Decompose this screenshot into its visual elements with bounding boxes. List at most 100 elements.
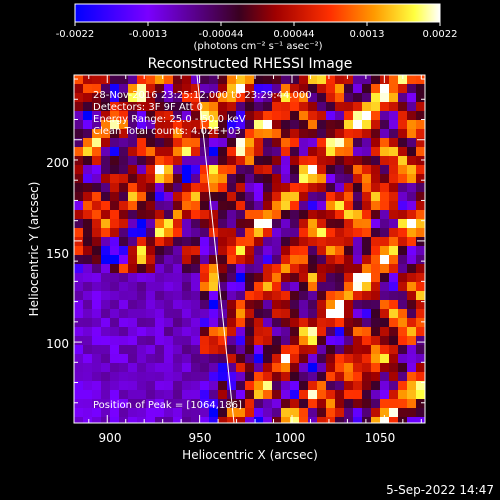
- heatmap-cell: [182, 264, 192, 274]
- heatmap-cell: [209, 300, 219, 310]
- heatmap-cell: [173, 390, 183, 400]
- heatmap-cell: [290, 399, 300, 409]
- heatmap-cell: [128, 273, 138, 283]
- heatmap-cell: [398, 327, 408, 337]
- heatmap-cell: [281, 336, 291, 346]
- heatmap-cell: [101, 84, 111, 94]
- heatmap-cell: [389, 156, 399, 166]
- heatmap-cell: [209, 408, 219, 418]
- heatmap-cell: [335, 111, 345, 121]
- heatmap-cell: [236, 165, 246, 175]
- annotation-time-range: 28-Nov-2016 23:25:12.000 to 23:29:44.000: [93, 90, 312, 101]
- heatmap-cell: [209, 327, 219, 337]
- heatmap-cell: [209, 282, 219, 292]
- heatmap-cell: [227, 93, 237, 103]
- heatmap-cell: [173, 138, 183, 148]
- heatmap-cell: [128, 192, 138, 202]
- heatmap-cell: [407, 381, 417, 391]
- heatmap-cell: [416, 381, 425, 391]
- heatmap-cell: [191, 399, 201, 409]
- heatmap-cell: [299, 264, 309, 274]
- heatmap-cell: [191, 192, 201, 202]
- heatmap-cell: [335, 327, 345, 337]
- heatmap-cell: [281, 183, 291, 193]
- heatmap-cell: [416, 210, 425, 220]
- heatmap-cell: [398, 156, 408, 166]
- heatmap-cell: [380, 210, 390, 220]
- heatmap-cell: [335, 102, 345, 112]
- heatmap-cell: [236, 327, 246, 337]
- heatmap-cell: [191, 147, 201, 157]
- heatmap-cell: [290, 120, 300, 130]
- heatmap-cell: [110, 111, 120, 121]
- heatmap-cell: [254, 264, 264, 274]
- heatmap-cell: [317, 327, 327, 337]
- heatmap-cell: [110, 237, 120, 247]
- heatmap-cell: [344, 84, 354, 94]
- heatmap-cell: [137, 210, 147, 220]
- heatmap-cell: [371, 390, 381, 400]
- heatmap-cell: [74, 111, 84, 121]
- heatmap-cell: [272, 138, 282, 148]
- heatmap-cell: [263, 93, 273, 103]
- heatmap-cell: [245, 156, 255, 166]
- heatmap-cell: [398, 102, 408, 112]
- heatmap-cell: [74, 336, 84, 346]
- heatmap-cell: [191, 309, 201, 319]
- heatmap-cell: [200, 327, 210, 337]
- heatmap-cell: [389, 111, 399, 121]
- heatmap-cell: [182, 111, 192, 121]
- heatmap-cell: [290, 192, 300, 202]
- heatmap-cell: [272, 345, 282, 355]
- heatmap-cell: [218, 192, 228, 202]
- heatmap-cell: [290, 363, 300, 373]
- heatmap-cell: [344, 129, 354, 139]
- heatmap-cell: [326, 309, 336, 319]
- heatmap-cell: [119, 291, 129, 301]
- heatmap-cell: [128, 282, 138, 292]
- heatmap-cell: [245, 354, 255, 364]
- heatmap-cell: [290, 318, 300, 328]
- heatmap-cell: [371, 327, 381, 337]
- heatmap-cell: [218, 363, 228, 373]
- heatmap-cell: [164, 399, 174, 409]
- heatmap-cell: [308, 300, 318, 310]
- heatmap-cell: [362, 201, 372, 211]
- heatmap-cell: [416, 246, 425, 256]
- heatmap-cell: [380, 219, 390, 229]
- heatmap-cell: [362, 75, 372, 85]
- heatmap-cell: [245, 210, 255, 220]
- heatmap-cell: [128, 381, 138, 391]
- heatmap-cell: [389, 381, 399, 391]
- heatmap-cell: [416, 120, 425, 130]
- heatmap-cell: [344, 363, 354, 373]
- heatmap-cell: [173, 147, 183, 157]
- heatmap-cell: [83, 264, 93, 274]
- heatmap-cell: [92, 282, 102, 292]
- heatmap-cell: [101, 201, 111, 211]
- heatmap-cell: [227, 417, 237, 423]
- heatmap-cell: [254, 192, 264, 202]
- heatmap-cell: [380, 300, 390, 310]
- heatmap-cell: [362, 111, 372, 121]
- heatmap-cell: [317, 309, 327, 319]
- heatmap-cell: [83, 111, 93, 121]
- heatmap-cell: [146, 174, 156, 184]
- heatmap-cell: [335, 120, 345, 130]
- heatmap-cell: [371, 111, 381, 121]
- heatmap-cell: [218, 102, 228, 112]
- heatmap-cell: [344, 309, 354, 319]
- heatmap-cell: [119, 255, 129, 265]
- heatmap-cell: [110, 147, 120, 157]
- heatmap-cell: [74, 156, 84, 166]
- heatmap-cell: [290, 111, 300, 121]
- heatmap-cell: [263, 201, 273, 211]
- heatmap-cell: [290, 138, 300, 148]
- heatmap-cell: [209, 93, 219, 103]
- heatmap-cell: [362, 354, 372, 364]
- heatmap-cell: [209, 273, 219, 283]
- heatmap-cell: [281, 156, 291, 166]
- heatmap-cell: [164, 210, 174, 220]
- heatmap-cell: [344, 228, 354, 238]
- heatmap-cell: [110, 246, 120, 256]
